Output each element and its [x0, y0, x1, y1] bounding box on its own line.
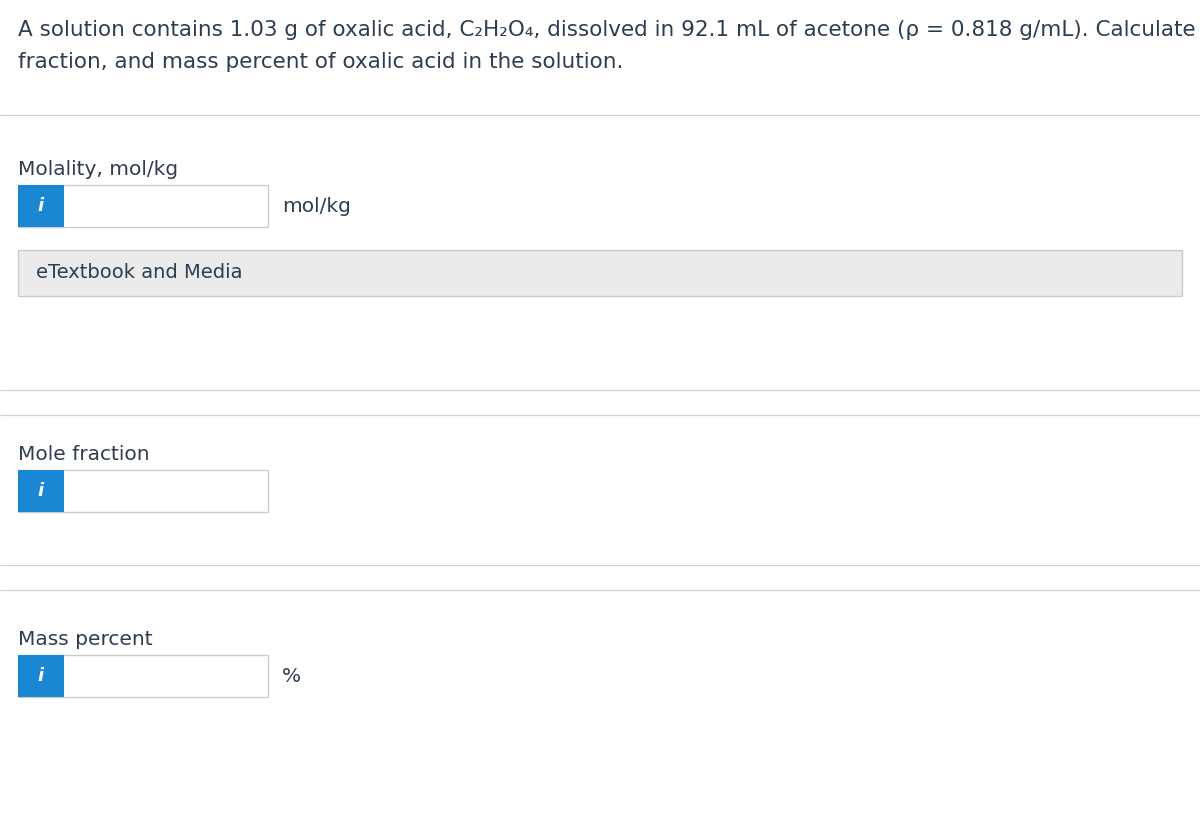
Text: %: % [282, 667, 301, 685]
Text: mol/kg: mol/kg [282, 196, 350, 216]
Text: A solution contains 1.03 g of oxalic acid, C₂H₂O₄, dissolved in 92.1 mL of aceto: A solution contains 1.03 g of oxalic aci… [18, 20, 1200, 40]
FancyBboxPatch shape [18, 185, 268, 227]
FancyBboxPatch shape [18, 655, 64, 697]
Text: Mass percent: Mass percent [18, 630, 152, 649]
FancyBboxPatch shape [18, 185, 64, 227]
FancyBboxPatch shape [18, 470, 268, 512]
Text: fraction, and mass percent of oxalic acid in the solution.: fraction, and mass percent of oxalic aci… [18, 52, 623, 72]
FancyBboxPatch shape [18, 470, 64, 512]
Text: i: i [38, 482, 44, 500]
FancyBboxPatch shape [18, 655, 268, 697]
Text: Molality, mol/kg: Molality, mol/kg [18, 160, 178, 179]
Text: eTextbook and Media: eTextbook and Media [36, 264, 242, 282]
Text: Mole fraction: Mole fraction [18, 445, 150, 464]
FancyBboxPatch shape [18, 250, 1182, 296]
Text: i: i [38, 197, 44, 215]
Text: i: i [38, 667, 44, 685]
